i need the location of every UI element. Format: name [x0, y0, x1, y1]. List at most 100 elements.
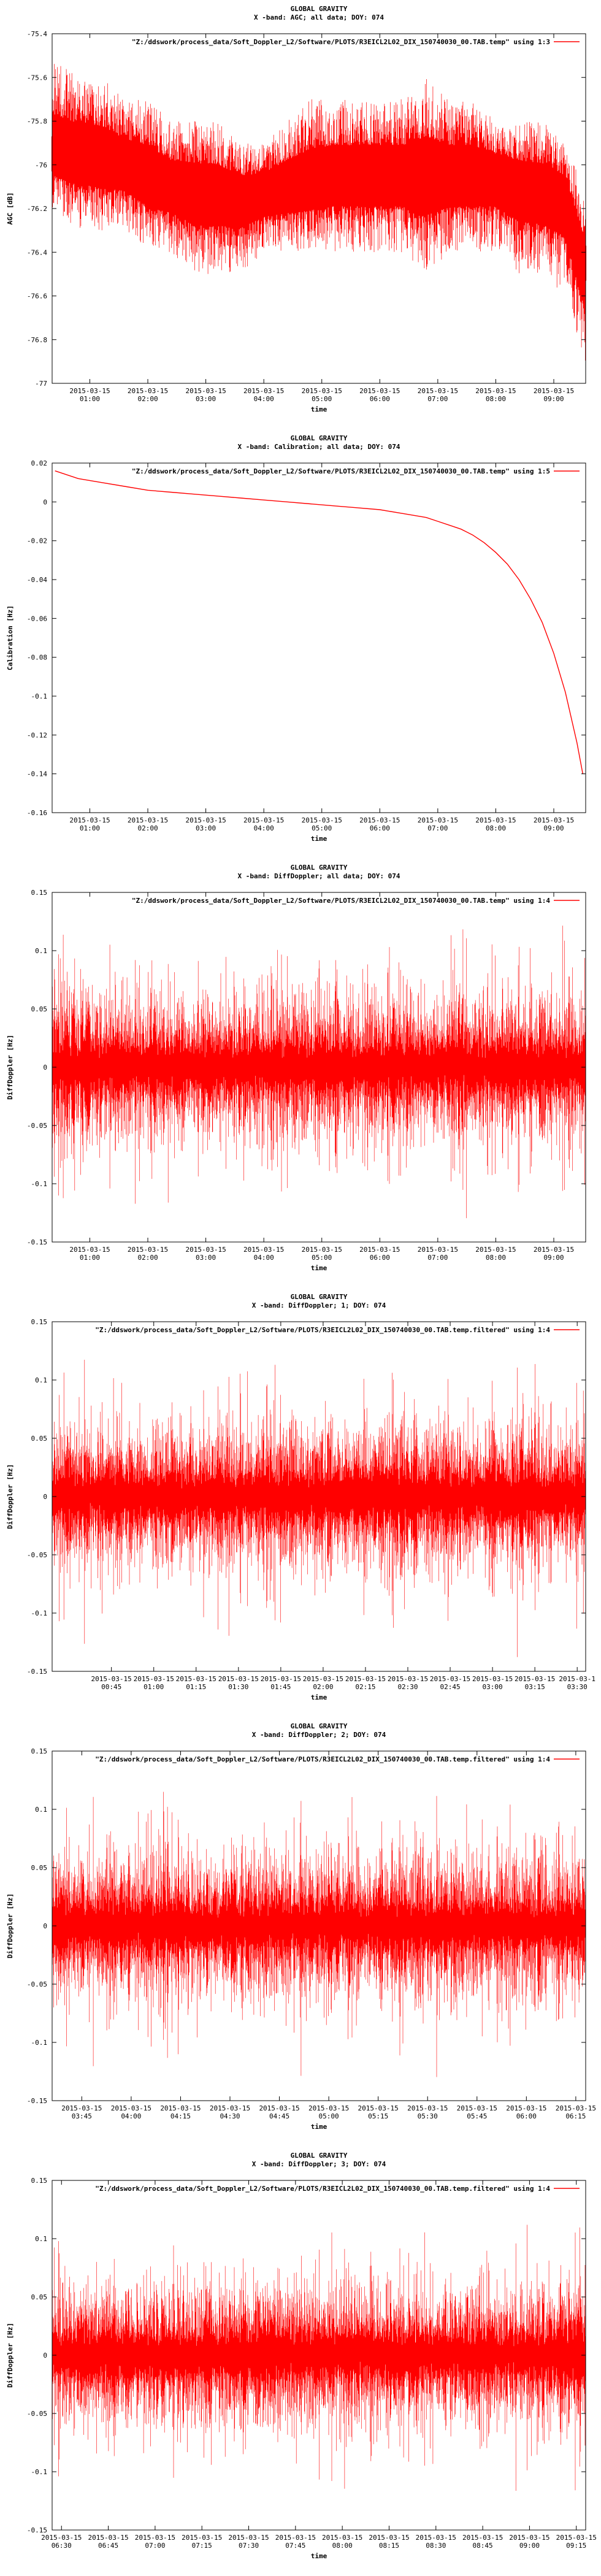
- legend-label: "Z:/ddswork/process_data/Soft_Doppler_L2…: [95, 1326, 550, 1334]
- x-tick-time: 05:45: [467, 2112, 487, 2120]
- y-tick-label: 0: [43, 2352, 47, 2359]
- x-tick-date: 2015-03-15: [111, 2104, 151, 2112]
- x-tick-date: 2015-03-15: [61, 2104, 102, 2112]
- x-tick-date: 2015-03-15: [506, 2104, 546, 2112]
- y-tick-label: 0.15: [31, 1318, 48, 1326]
- y-tick-label: 0.15: [31, 889, 48, 897]
- series-line: [52, 64, 586, 361]
- x-tick-time: 06:00: [370, 395, 390, 403]
- x-tick-date: 2015-03-15: [369, 2534, 409, 2542]
- x-tick-time: 07:30: [239, 2542, 259, 2550]
- x-tick-date: 2015-03-15: [41, 2534, 82, 2542]
- y-tick-label: 0.15: [31, 1747, 48, 1755]
- x-tick-time: 08:00: [486, 1254, 506, 1262]
- x-tick-time: 09:00: [543, 824, 564, 832]
- x-tick-date: 2015-03-15: [185, 1246, 226, 1254]
- x-tick-time: 08:00: [486, 824, 506, 832]
- chart-panel-calibration: GLOBAL GRAVITY X -band: Calibration; all …: [0, 429, 601, 853]
- chart-subtitle: X -band: DiffDoppler; 1; DOY: 074: [252, 1301, 386, 1309]
- x-tick-time: 04:00: [254, 395, 274, 403]
- data-series: [51, 64, 587, 361]
- legend-label: "Z:/ddswork/process_data/Soft_Doppler_L2…: [95, 1755, 550, 1763]
- x-tick-date: 2015-03-15: [243, 1246, 284, 1254]
- x-tick-time: 02:00: [137, 395, 158, 403]
- x-axis-label: time: [311, 2123, 327, 2131]
- x-axis-label: time: [311, 405, 327, 413]
- x-tick-date: 2015-03-15: [128, 387, 168, 395]
- y-axis-label: DiffDoppler [Hz]: [6, 2323, 14, 2388]
- x-tick-time: 01:00: [80, 1254, 100, 1262]
- x-tick-date: 2015-03-15: [275, 2534, 316, 2542]
- x-tick-time: 06:00: [370, 824, 390, 832]
- x-tick-date: 2015-03-15: [359, 816, 400, 824]
- x-tick-time: 01:00: [80, 824, 100, 832]
- chart-subtitle: X -band: DiffDoppler; 2; DOY: 074: [252, 1731, 386, 1739]
- series-line: [52, 926, 586, 1219]
- y-tick-label: -75.4: [27, 30, 47, 38]
- y-tick-label: -0.1: [31, 2039, 48, 2047]
- x-tick-time: 07:45: [285, 2542, 305, 2550]
- x-tick-time: 02:00: [137, 824, 158, 832]
- x-tick-date: 2015-03-15: [261, 1675, 301, 1683]
- y-tick-label: -0.15: [27, 2097, 47, 2105]
- data-series: [55, 470, 583, 774]
- x-axis-label: time: [311, 835, 327, 843]
- data-series: [52, 2225, 586, 2491]
- x-tick-time: 07:00: [427, 1254, 448, 1262]
- x-tick-time: 03:45: [72, 2112, 92, 2120]
- x-tick-date: 2015-03-15: [430, 1675, 470, 1683]
- x-tick-time: 07:00: [145, 2542, 165, 2550]
- x-tick-time: 02:00: [137, 1254, 158, 1262]
- x-tick-time: 05:00: [312, 395, 332, 403]
- chart-title: GLOBAL GRAVITY: [291, 864, 348, 872]
- y-axis-label: AGC [dB]: [6, 193, 14, 225]
- x-tick-time: 05:15: [368, 2112, 388, 2120]
- x-tick-date: 2015-03-15: [418, 387, 458, 395]
- y-tick-label: 0: [43, 1922, 47, 1930]
- x-tick-date: 2015-03-15: [418, 816, 458, 824]
- x-tick-time: 01:45: [270, 1683, 291, 1691]
- y-tick-label: -0.05: [27, 2410, 47, 2418]
- x-tick-date: 2015-03-15: [534, 816, 574, 824]
- y-axis-label: DiffDoppler [Hz]: [6, 1893, 14, 1958]
- y-tick-label: -0.15: [27, 1238, 47, 1246]
- y-tick-label: -0.1: [31, 1609, 48, 1617]
- x-tick-time: 06:00: [516, 2112, 537, 2120]
- legend-label: "Z:/ddswork/process_data/Soft_Doppler_L2…: [132, 467, 550, 475]
- legend-label: "Z:/ddswork/process_data/Soft_Doppler_L2…: [132, 38, 550, 46]
- x-tick-date: 2015-03-15: [515, 1675, 555, 1683]
- x-tick-date: 2015-03-15: [359, 387, 400, 395]
- x-tick-time: 03:00: [483, 1683, 503, 1691]
- x-tick-date: 2015-03-15: [228, 2534, 269, 2542]
- y-axis-label: DiffDoppler [Hz]: [6, 1035, 14, 1100]
- x-tick-date: 2015-03-15: [302, 816, 342, 824]
- x-tick-date: 2015-03-15: [358, 2104, 399, 2112]
- y-tick-label: 0.05: [31, 2293, 48, 2301]
- chart-panel-diffdoppler-1: GLOBAL GRAVITY X -band: DiffDoppler; 1; D…: [0, 1288, 601, 1711]
- y-tick-label: -0.15: [27, 1668, 47, 1676]
- y-tick-label: -0.08: [27, 654, 47, 662]
- y-tick-label: -0.05: [27, 1122, 47, 1130]
- x-tick-time: 06:00: [370, 1254, 390, 1262]
- y-tick-label: 0.05: [31, 1864, 48, 1872]
- chart-title: GLOBAL GRAVITY: [291, 434, 348, 442]
- chart-panel-diffdoppler-all: GLOBAL GRAVITY X -band: DiffDoppler; all …: [0, 859, 601, 1282]
- y-tick-label: -0.1: [31, 692, 48, 700]
- y-tick-label: -77: [35, 380, 47, 388]
- x-tick-time: 08:30: [426, 2542, 446, 2550]
- chart-panel-diffdoppler-2: GLOBAL GRAVITY X -band: DiffDoppler; 2; D…: [0, 1717, 601, 2141]
- y-tick-label: 0: [43, 1493, 47, 1501]
- y-tick-label: -0.14: [27, 770, 47, 778]
- x-tick-date: 2015-03-15: [185, 387, 226, 395]
- x-tick-date: 2015-03-15: [91, 1675, 132, 1683]
- x-tick-time: 04:30: [220, 2112, 240, 2120]
- y-tick-label: -76.8: [27, 336, 47, 344]
- y-tick-label: 0: [43, 498, 47, 506]
- y-tick-label: 0.1: [35, 1806, 47, 1814]
- chart-subtitle: X -band: DiffDoppler; all data; DOY: 074: [238, 872, 400, 880]
- x-tick-time: 06:30: [52, 2542, 72, 2550]
- y-tick-label: -0.15: [27, 2526, 47, 2534]
